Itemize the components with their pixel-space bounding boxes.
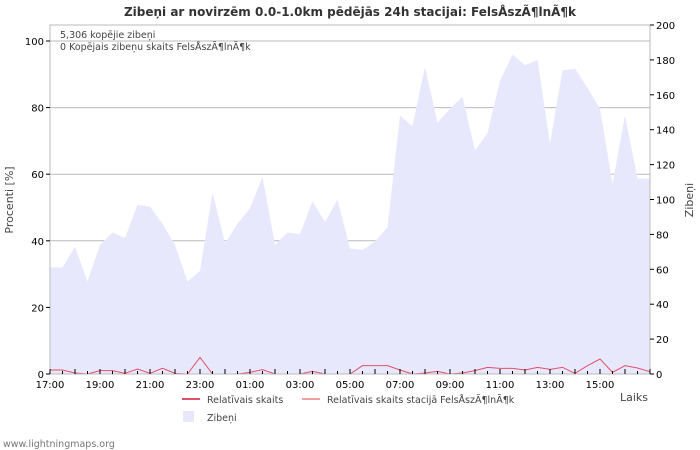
y-left-tick-label: 100 xyxy=(25,37,44,48)
x-tick-label: 11:00 xyxy=(486,380,515,391)
x-tick-label: 17:00 xyxy=(36,380,65,391)
y-left-tick-label: 60 xyxy=(31,170,44,181)
y-right-tick-label: 0 xyxy=(656,370,662,381)
x-tick-label: 05:00 xyxy=(336,380,365,391)
y-left-tick-label: 0 xyxy=(38,370,44,381)
x-tick-label: 13:00 xyxy=(536,380,565,391)
x-tick-label: 21:00 xyxy=(136,380,165,391)
y-right-tick-label: 60 xyxy=(656,265,669,276)
strikes-area xyxy=(50,54,650,374)
y-left-tick-label: 80 xyxy=(31,104,44,115)
x-tick-label: 03:00 xyxy=(286,380,315,391)
x-tick-label: 15:00 xyxy=(586,380,615,391)
y-axis-left-label: Procenti [%] xyxy=(3,166,16,233)
x-tick-label: 23:00 xyxy=(186,380,215,391)
x-axis-label: Laiks xyxy=(620,391,648,404)
y-right-tick-label: 200 xyxy=(656,21,675,32)
y-left-tick-label: 40 xyxy=(31,237,44,248)
y-axis-right-label: Zibeņi xyxy=(683,183,696,217)
y-right-tick-label: 20 xyxy=(656,335,669,346)
y-right-tick-label: 180 xyxy=(656,56,675,67)
y-right-tick-label: 140 xyxy=(656,126,675,137)
legend-label-station: Relatīvais skaits stacijā FelsÅszÃ¶lnÃ¶k xyxy=(327,394,515,406)
y-right-tick-label: 100 xyxy=(656,196,675,207)
chart-title: Zibeņi ar novirzēm 0.0-1.0km pēdējās 24h… xyxy=(124,4,577,19)
legend: Relatīvais skaits Relatīvais skaits stac… xyxy=(182,394,515,424)
x-tick-label: 01:00 xyxy=(236,380,265,391)
y-right-tick-label: 120 xyxy=(656,161,675,172)
y-left-tick-label: 20 xyxy=(31,303,44,314)
y-right-tick-label: 40 xyxy=(656,300,669,311)
legend-label-strikes: Zibeņi xyxy=(207,413,237,424)
footer-source: www.lightningmaps.org xyxy=(3,439,115,450)
station-strikes-note: 0 Kopējais zibeņu skaits FelsÅszÃ¶lnÃ¶k xyxy=(60,41,251,53)
x-tick-label: 19:00 xyxy=(86,380,115,391)
x-tick-label: 09:00 xyxy=(436,380,465,391)
legend-label-relative: Relatīvais skaits xyxy=(207,395,283,406)
x-tick-label: 07:00 xyxy=(386,380,415,391)
y-right-tick-label: 80 xyxy=(656,230,669,241)
total-strikes-note: 5,306 kopējie zibeņi xyxy=(60,30,155,41)
legend-swatch-strikes xyxy=(183,411,194,422)
y-right-tick-label: 160 xyxy=(656,91,675,102)
